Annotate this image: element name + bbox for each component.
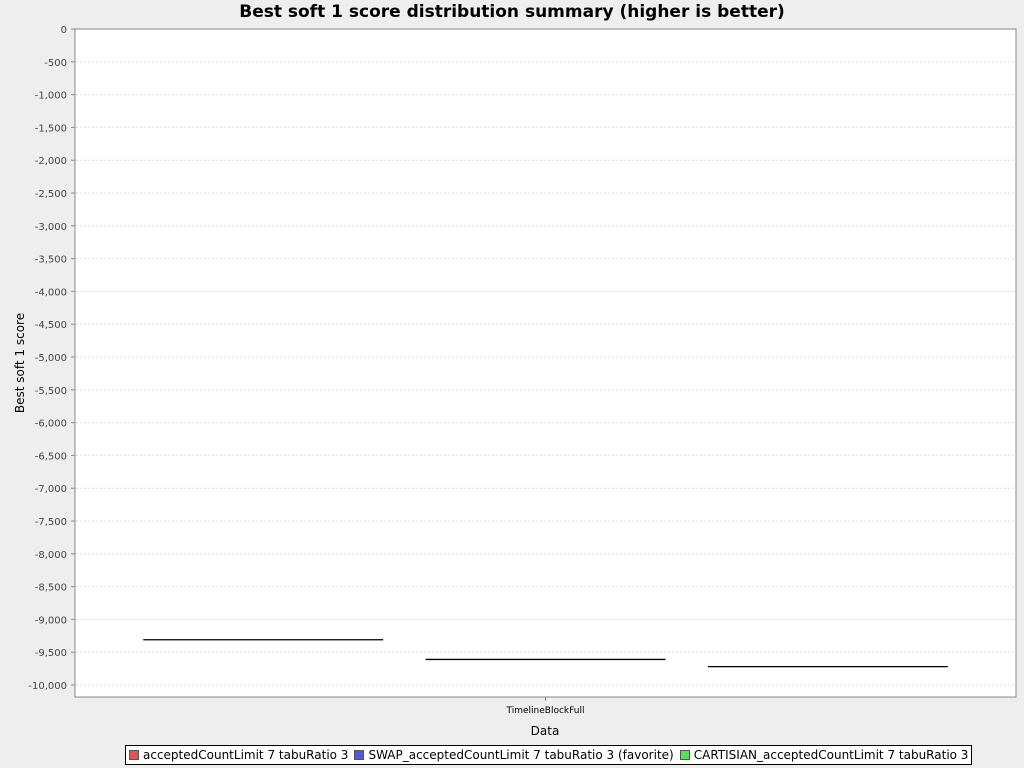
y-tick-label: -5,500 xyxy=(35,386,67,397)
x-tick-label: TimelineBlockFull xyxy=(506,706,585,716)
y-tick-label: -9,000 xyxy=(35,615,67,626)
legend-label: CARTISIAN_acceptedCountLimit 7 tabuRatio… xyxy=(693,748,969,762)
legend-swatch xyxy=(129,750,139,760)
y-axis-label: Best soft 1 score xyxy=(13,313,27,413)
y-tick-label: -8,500 xyxy=(35,583,67,594)
y-tick-label: -5,000 xyxy=(35,353,67,364)
plot-area xyxy=(74,28,1017,698)
y-tick-label: -9,500 xyxy=(35,648,67,659)
legend-swatch xyxy=(354,750,365,760)
box-marks xyxy=(143,639,948,668)
y-tick-label: -2,500 xyxy=(35,189,67,200)
y-tick-label: -3,000 xyxy=(35,222,67,233)
legend-item: CARTISIAN_acceptedCountLimit 7 tabuRatio… xyxy=(679,748,969,762)
legend-label: SWAP_acceptedCountLimit 7 tabuRatio 3 (f… xyxy=(368,748,674,762)
y-tick-label: -1,000 xyxy=(35,91,67,102)
y-tick-label: -2,000 xyxy=(35,156,67,167)
y-tick-label: -10,000 xyxy=(28,681,67,692)
y-tick-label: -4,000 xyxy=(35,287,67,298)
y-tick-label: -3,500 xyxy=(35,255,67,266)
legend: acceptedCountLimit 7 tabuRatio 3 SWAP_acc… xyxy=(125,745,973,765)
y-tick-label: -6,000 xyxy=(35,419,67,430)
x-axis-label: Data xyxy=(531,724,560,738)
y-tick-label: -6,500 xyxy=(35,451,67,462)
y-tick-label: -4,500 xyxy=(35,320,67,331)
grid-lines xyxy=(76,61,1015,686)
legend-item: SWAP_acceptedCountLimit 7 tabuRatio 3 (f… xyxy=(354,748,674,762)
y-tick-label: -7,000 xyxy=(35,484,67,495)
y-tick-label: -7,500 xyxy=(35,517,67,528)
y-tick-label: -8,000 xyxy=(35,550,67,561)
legend-label: acceptedCountLimit 7 tabuRatio 3 xyxy=(143,748,349,762)
y-tick-label: 0 xyxy=(61,25,67,36)
chart-title: Best soft 1 score distribution summary (… xyxy=(239,2,785,22)
y-tick-label: -1,500 xyxy=(35,123,67,134)
y-axis-ticks: 0 -500 -1,000 -1,500 -2,000 -2,500 -3,000 -3,50… xyxy=(28,25,75,692)
x-axis-ticks: TimelineBlockFull xyxy=(506,697,585,716)
legend-swatch xyxy=(679,750,690,760)
y-tick-label: -500 xyxy=(44,58,67,69)
legend-item: acceptedCountLimit 7 tabuRatio 3 xyxy=(129,748,348,762)
